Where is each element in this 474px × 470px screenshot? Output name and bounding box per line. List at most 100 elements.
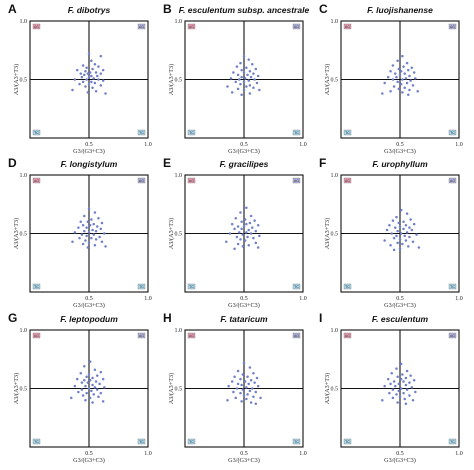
scatter-point — [87, 373, 91, 376]
scatter-point — [256, 74, 260, 78]
scatter-point — [416, 89, 419, 93]
x-axis-label: G3/(G3+C3) — [384, 148, 416, 155]
scatter-point — [239, 61, 242, 65]
quadrant-label: TC — [34, 285, 39, 289]
scatter-point — [249, 232, 253, 235]
y-axis-label: A3/(A3+T3) — [324, 218, 331, 249]
quadrant-badge-top-right: AG — [137, 332, 146, 339]
quadrant-badge-bottom-right: TC — [137, 129, 146, 136]
y-tick-label: 1.0 — [175, 328, 183, 334]
scatter-point — [96, 374, 99, 377]
scatter-point — [241, 388, 245, 391]
scatter-point — [251, 387, 254, 390]
quadrant-badge-top-left: AG — [343, 177, 352, 184]
scatter-point — [405, 388, 409, 391]
scatter-point — [243, 380, 247, 383]
scatter-point — [232, 71, 235, 74]
scatter-point — [402, 227, 405, 231]
scatter-point — [397, 221, 401, 225]
quadrant-badge-bottom-right: TC — [448, 129, 457, 136]
x-axis-label: G3/(G3+C3) — [228, 302, 260, 309]
scatter-point — [398, 395, 402, 398]
quadrant-badge-bottom-right: TC — [448, 283, 457, 290]
scatter-point — [227, 384, 230, 388]
scatter-point — [401, 78, 404, 81]
scatter-point — [80, 388, 84, 391]
scatter-point — [404, 77, 408, 80]
scatter-point — [236, 225, 240, 228]
scatter-point — [405, 61, 409, 65]
scatter-point — [234, 217, 237, 220]
panel-f: F F. urophyllum AG AG TC TC 1.0 0.5 0.5 1.0 G3/(G3… — [319, 156, 463, 309]
scatter-point — [252, 86, 255, 89]
x-axis-label: G3/(G3+C3) — [384, 457, 416, 464]
scatter-point — [394, 226, 397, 229]
scatter-point — [93, 211, 97, 214]
scatter-point — [394, 384, 397, 388]
scatter-point — [396, 401, 399, 404]
scatter-point — [235, 65, 239, 68]
panel-title: F. esculentum subsp. ancestrale — [179, 5, 310, 15]
scatter-point — [405, 369, 409, 373]
scatter-point — [401, 91, 404, 94]
scatter-point — [252, 372, 255, 375]
scatter-point — [409, 218, 412, 221]
scatter-point — [392, 380, 396, 383]
x-axis-label: G3/(G3+C3) — [384, 302, 416, 309]
scatter-point — [240, 93, 243, 96]
scatter-point — [396, 375, 399, 379]
scatter-point — [399, 377, 403, 381]
scatter-point — [85, 66, 88, 70]
scatter-point — [84, 384, 87, 388]
scatter-point — [248, 92, 252, 95]
scatter-point — [249, 379, 253, 382]
quadrant-label: TC — [345, 131, 350, 135]
scatter-point — [411, 240, 415, 243]
scatter-point — [247, 243, 250, 247]
quadrant-label: TC — [139, 285, 144, 289]
scatter-point — [403, 86, 406, 89]
scatter-point — [91, 383, 94, 387]
panel-title: F. tataricum — [220, 314, 268, 324]
scatter-point — [81, 242, 85, 246]
scatter-point — [90, 218, 93, 221]
scatter-point — [386, 377, 390, 381]
scatter-point — [397, 389, 401, 393]
scatter-point — [395, 393, 398, 396]
scatter-point — [226, 398, 229, 402]
scatter-point — [412, 222, 416, 226]
panel-title: F. dibotrys — [68, 5, 111, 15]
x-axis-label: G3/(G3+C3) — [228, 457, 260, 464]
quadrant-badge-top-right: AG — [292, 332, 301, 339]
x-axis-label: G3/(G3+C3) — [73, 302, 105, 309]
scatter-point — [98, 235, 101, 239]
scatter-point — [256, 384, 260, 388]
scatter-point — [234, 396, 237, 400]
scatter-point — [399, 362, 403, 366]
scatter-point — [78, 236, 81, 240]
scatter-point — [229, 77, 233, 80]
scatter-point — [239, 391, 242, 395]
scatter-point — [100, 240, 104, 243]
scatter-point — [243, 77, 247, 80]
quadrant-label: AG — [294, 179, 299, 183]
scatter-point — [396, 241, 399, 245]
scatter-point — [403, 72, 406, 75]
scatter-point — [254, 390, 258, 394]
scatter-point — [100, 221, 104, 225]
quadrant-badge-top-right: AG — [137, 177, 146, 184]
scatter-point — [101, 79, 105, 82]
scatter-point — [399, 232, 403, 235]
scatter-point — [249, 214, 253, 218]
scatter-point — [246, 393, 249, 396]
quadrant-label: TC — [450, 440, 455, 444]
scatter-point — [389, 70, 392, 73]
y-tick-label: 1.0 — [331, 173, 339, 179]
quadrant-label: AG — [294, 334, 299, 338]
scatter-point — [78, 82, 81, 86]
scatter-point — [254, 229, 258, 233]
panel-title: F. gracilipes — [220, 159, 269, 169]
scatter-point — [90, 59, 93, 63]
scatter-point — [246, 235, 249, 239]
scatter-point — [401, 54, 404, 58]
